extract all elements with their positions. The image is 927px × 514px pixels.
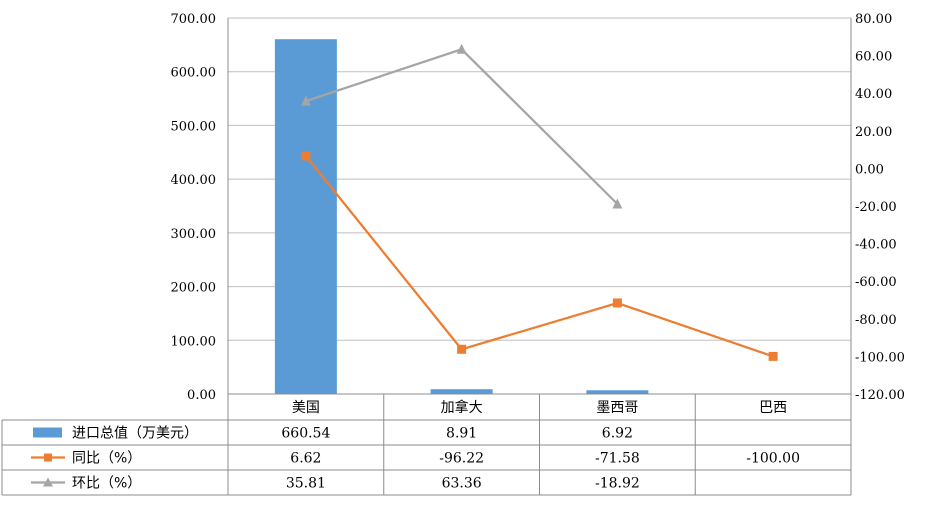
category-label: 墨西哥 — [596, 400, 638, 416]
point-marker — [768, 351, 778, 361]
point-marker — [612, 298, 622, 308]
bar — [430, 389, 493, 394]
bar — [274, 39, 337, 395]
right-axis-tick-label: 20.00 — [855, 125, 892, 140]
left-axis-tick-label: 300.00 — [171, 227, 217, 242]
point-marker — [300, 95, 311, 106]
data-table-cell: 6.62 — [290, 451, 321, 467]
legend-label: 同比（%） — [72, 451, 141, 467]
data-table-cell: 63.36 — [442, 476, 482, 492]
data-table-cell: -96.22 — [439, 451, 484, 467]
category-label: 巴西 — [759, 400, 787, 416]
right-axis-tick-label: -100.00 — [855, 350, 905, 365]
data-table-cell: -100.00 — [746, 451, 800, 467]
legend-label: 进口总值（万美元） — [72, 426, 198, 442]
right-axis-tick-label: -120.00 — [855, 388, 905, 403]
right-axis-tick-label: 60.00 — [855, 50, 892, 65]
category-label: 加拿大 — [441, 399, 483, 416]
legend-key — [33, 427, 62, 438]
left-axis-tick-label: 400.00 — [171, 173, 217, 188]
right-axis-tick-label: -60.00 — [855, 275, 897, 290]
left-axis-tick-label: 200.00 — [171, 281, 217, 296]
data-table-cell: -71.58 — [595, 451, 640, 467]
series-line — [305, 48, 619, 205]
right-axis-tick-label: -40.00 — [855, 238, 897, 253]
point-marker — [456, 43, 467, 54]
right-axis-tick-label: 0.00 — [855, 162, 884, 177]
point-marker — [301, 151, 311, 161]
data-table-cell: 8.91 — [446, 426, 477, 442]
left-axis-tick-label: 100.00 — [171, 334, 217, 349]
bar — [586, 390, 649, 394]
point-marker — [612, 198, 623, 209]
left-axis-tick-label: 600.00 — [171, 66, 217, 81]
left-axis-tick-label: 0.00 — [187, 388, 216, 403]
legend-label: 环比（%） — [72, 476, 141, 492]
data-table-cell: 660.54 — [281, 426, 330, 442]
point-marker — [457, 344, 467, 354]
right-axis-tick-label: -80.00 — [855, 313, 897, 328]
legend-key — [44, 453, 52, 462]
right-axis-tick-label: -20.00 — [855, 200, 897, 215]
series-line — [305, 155, 774, 358]
right-axis-tick-label: 40.00 — [855, 87, 892, 102]
category-label: 美国 — [292, 400, 320, 416]
right-axis-tick-label: 80.00 — [855, 12, 892, 27]
data-table-cell: 35.81 — [286, 476, 326, 492]
data-table-cell: -18.92 — [595, 476, 640, 492]
legend-key — [43, 477, 53, 487]
left-axis-tick-label: 700.00 — [171, 12, 217, 27]
left-axis-tick-label: 500.00 — [171, 119, 217, 134]
data-table-cell: 6.92 — [602, 426, 633, 442]
